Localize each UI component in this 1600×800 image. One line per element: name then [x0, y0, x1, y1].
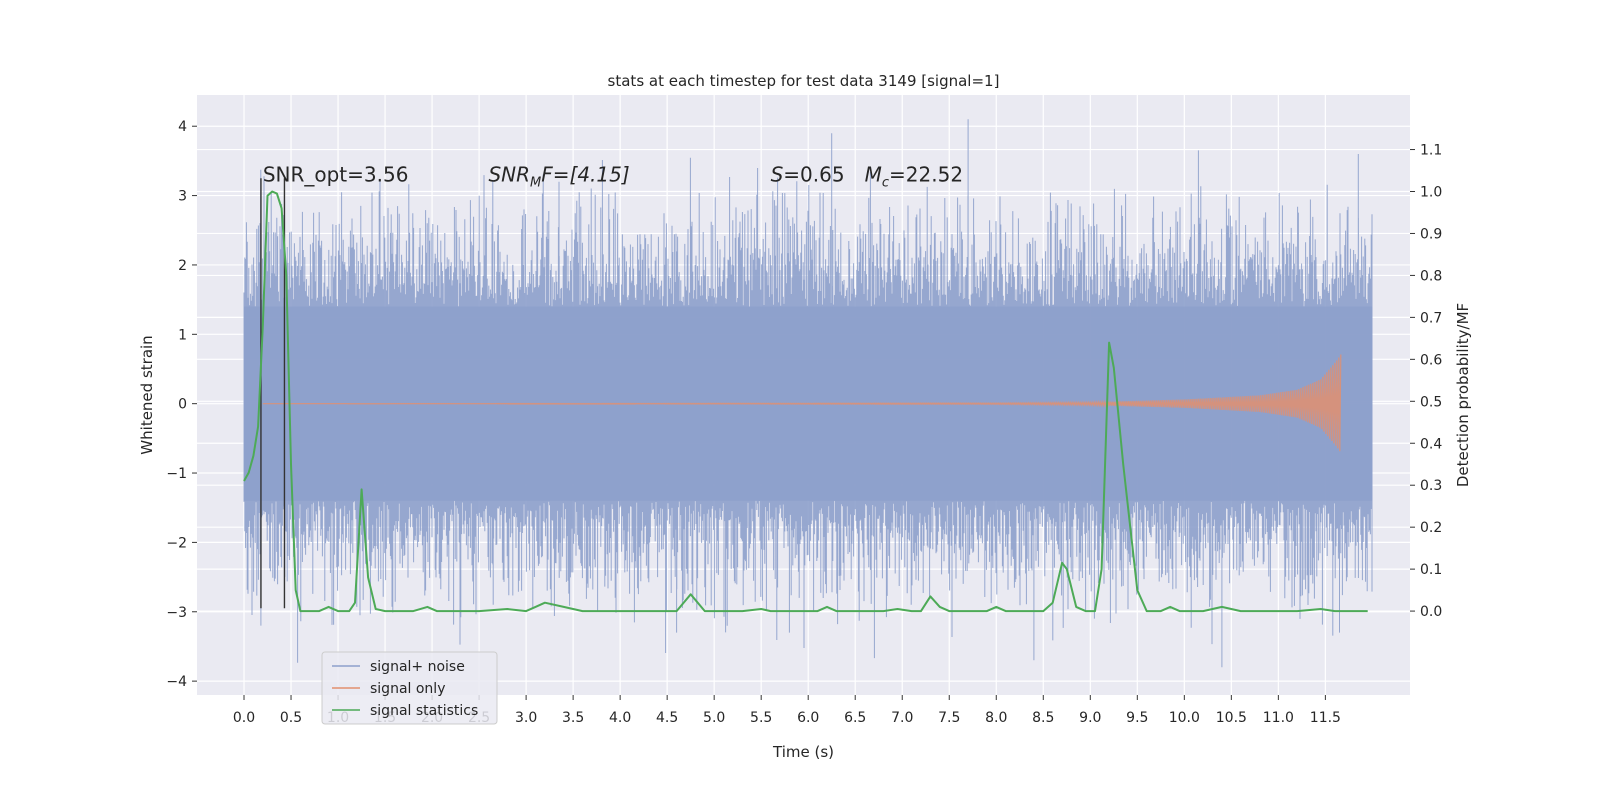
- y-tick-label: 0: [178, 397, 187, 413]
- y-axis-ticks: −4 −3 −2 −1 0 1 2 3 4: [166, 119, 197, 690]
- x-tick-label: 11.5: [1310, 710, 1341, 726]
- y-axis-label: Whitened strain: [138, 335, 156, 454]
- x-tick-label: 5.0: [703, 710, 725, 726]
- annotation-mc-rest: =22.52: [889, 163, 963, 187]
- annotation-s-base: S: [771, 163, 784, 187]
- y-tick-label: −4: [166, 674, 187, 690]
- y-tick-label: −3: [166, 605, 187, 621]
- x-tick-label: 4.5: [656, 710, 678, 726]
- y-right-axis-ticks: 0.0 0.1 0.2 0.3 0.4 0.5 0.6 0.7 0.8 0.9 1.0 1.1: [1410, 143, 1442, 620]
- noise-trace: [243, 119, 1373, 668]
- x-tick-label: 10.5: [1216, 710, 1247, 726]
- annotation-mc-sub: c: [882, 176, 889, 191]
- legend-label-signal-only: signal only: [370, 681, 445, 697]
- legend-box: [321, 651, 498, 725]
- x-tick-label: 9.0: [1079, 710, 1101, 726]
- x-tick-label: 3.0: [515, 710, 537, 726]
- y-right-tick-label: 0.3: [1420, 478, 1442, 494]
- series-signal-statistics: [243, 190, 1368, 613]
- y-right-tick-label: 0.0: [1420, 604, 1442, 620]
- signal-statistics-trace: [243, 190, 1368, 613]
- x-tick-label: 8.0: [985, 710, 1007, 726]
- annotation-snr-mf-rest-text: F=[4.15]: [541, 163, 629, 187]
- x-tick-label: 0.5: [280, 710, 302, 726]
- y-right-tick-label: 0.5: [1420, 394, 1442, 410]
- y-tick-label: −1: [166, 466, 187, 482]
- y-tick-label: 3: [178, 189, 187, 205]
- x-tick-label: 0.0: [233, 710, 255, 726]
- x-tick-label: 9.5: [1126, 710, 1148, 726]
- y-right-tick-label: 0.1: [1420, 562, 1442, 578]
- x-tick-label: 4.0: [609, 710, 631, 726]
- annotation-snr-mf-sub: M: [530, 176, 541, 191]
- x-tick-label: 7.5: [938, 710, 960, 726]
- y-tick-label: 4: [178, 119, 187, 135]
- annotation-s-rest: =0.65: [783, 163, 844, 187]
- y-right-axis-label: Detection probability/MF: [1454, 303, 1472, 487]
- y-right-tick-label: 0.8: [1420, 268, 1442, 284]
- y-right-tick-label: 0.7: [1420, 310, 1442, 326]
- chart-title: stats at each timestep for test data 314…: [608, 72, 1000, 90]
- annotation-mc-base: M: [865, 163, 882, 187]
- y-right-tick-label: 0.9: [1420, 226, 1442, 242]
- x-axis-label: Time (s): [772, 743, 834, 761]
- y-tick-label: 1: [178, 327, 187, 343]
- y-tick-label: −2: [166, 535, 187, 551]
- x-tick-label: 11.0: [1263, 710, 1294, 726]
- legend-label-signal-statistics: signal statistics: [370, 703, 478, 719]
- series-signal-only: [262, 354, 1342, 452]
- y-right-tick-label: 0.2: [1420, 520, 1442, 536]
- x-tick-label: 8.5: [1032, 710, 1054, 726]
- annotation-snr-mf: SNRMF=[4.15]: [488, 163, 629, 191]
- y-tick-label: 2: [178, 258, 187, 274]
- x-tick-label: 6.0: [797, 710, 819, 726]
- x-tick-label: 5.5: [750, 710, 772, 726]
- annotation-mc: Mc=22.52: [865, 163, 963, 191]
- x-tick-label: 10.0: [1169, 710, 1200, 726]
- y-right-tick-label: 1.1: [1420, 143, 1442, 159]
- x-tick-label: 6.5: [844, 710, 866, 726]
- y-right-tick-label: 0.6: [1420, 352, 1442, 368]
- y-right-tick-label: 1.0: [1420, 185, 1442, 201]
- annotation-snr-opt: SNR_opt=3.56: [263, 163, 409, 187]
- annotation-s: S=0.65: [771, 163, 845, 187]
- x-tick-label: 3.5: [562, 710, 584, 726]
- legend-label-signal-plus-noise: signal+ noise: [370, 659, 465, 675]
- annotation-snr-mf-rest: F=[4.15]: [541, 163, 629, 187]
- annotation-snr-opt-text: SNR_opt=3.56: [263, 163, 409, 187]
- legend: signal+ noise signal only signal statist…: [321, 651, 498, 725]
- x-tick-label: 7.0: [891, 710, 913, 726]
- y-right-tick-label: 0.4: [1420, 436, 1442, 452]
- annotation-snr-mf-base: SNR: [488, 163, 530, 187]
- signal-only-trace: [262, 354, 1342, 452]
